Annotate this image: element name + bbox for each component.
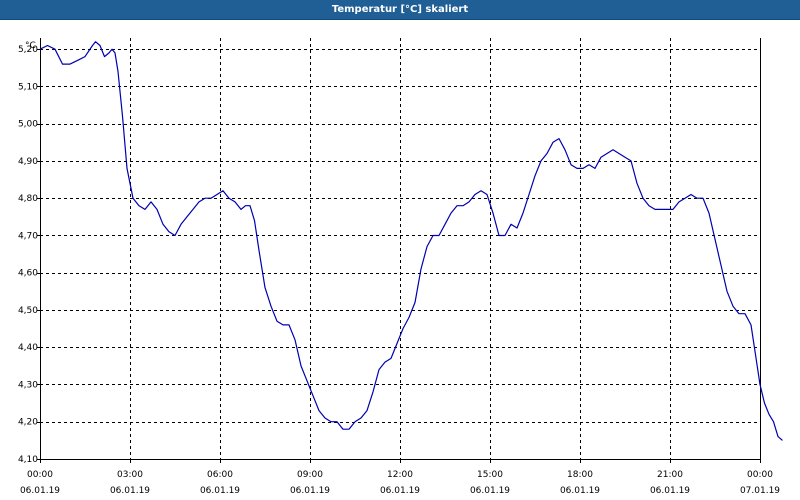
- x-tick-label-time: 00:00: [27, 470, 53, 480]
- x-tick-label-time: 03:00: [117, 470, 143, 480]
- y-tick-label: 4,60: [18, 269, 38, 279]
- x-tick-label-date: 07.01.19: [740, 486, 780, 496]
- x-tick-label-date: 06.01.19: [20, 486, 60, 496]
- y-tick-label: 4,40: [18, 343, 38, 353]
- x-tick-label-time: 09:00: [297, 470, 323, 480]
- x-tick-label-date: 06.01.19: [650, 486, 690, 496]
- x-tick-label-date: 06.01.19: [380, 486, 420, 496]
- x-tick-label-time: 12:00: [387, 470, 413, 480]
- x-tick-label-time: 06:00: [207, 470, 233, 480]
- y-tick-label: 4,70: [18, 231, 38, 241]
- y-tick-label: 4,80: [18, 194, 38, 204]
- y-tick-label: 4,10: [18, 455, 38, 465]
- y-tick-label: 5,00: [18, 120, 38, 130]
- y-tick-label: 4,50: [18, 306, 38, 316]
- y-tick-label: 4,30: [18, 380, 38, 390]
- chart-title: Temperatur [°C] skaliert: [0, 0, 800, 20]
- x-tick-label-time: 15:00: [477, 470, 503, 480]
- x-tick-label-date: 06.01.19: [290, 486, 330, 496]
- x-tick-label-time: 18:00: [567, 470, 593, 480]
- x-tick-label-time: 00:00: [747, 470, 773, 480]
- x-tick-label-date: 06.01.19: [560, 486, 600, 496]
- x-tick-label-date: 06.01.19: [200, 486, 240, 496]
- series-line: [39, 41, 783, 441]
- x-tick-label-date: 06.01.19: [110, 486, 150, 496]
- y-axis-unit-label: °C: [25, 41, 36, 51]
- y-tick-label: 4,20: [18, 418, 38, 428]
- temperature-chart: °C 4,10 4,20 4,30 4,40 4,50 4,60 4,70 4,80 4,90 5,…: [18, 38, 783, 496]
- x-tick-label-time: 21:00: [657, 470, 683, 480]
- y-tick-label: 5,10: [18, 82, 38, 92]
- y-tick-label: 5,20: [18, 45, 38, 55]
- y-tick-label: 4,90: [18, 157, 38, 167]
- x-tick-label-date: 06.01.19: [470, 486, 510, 496]
